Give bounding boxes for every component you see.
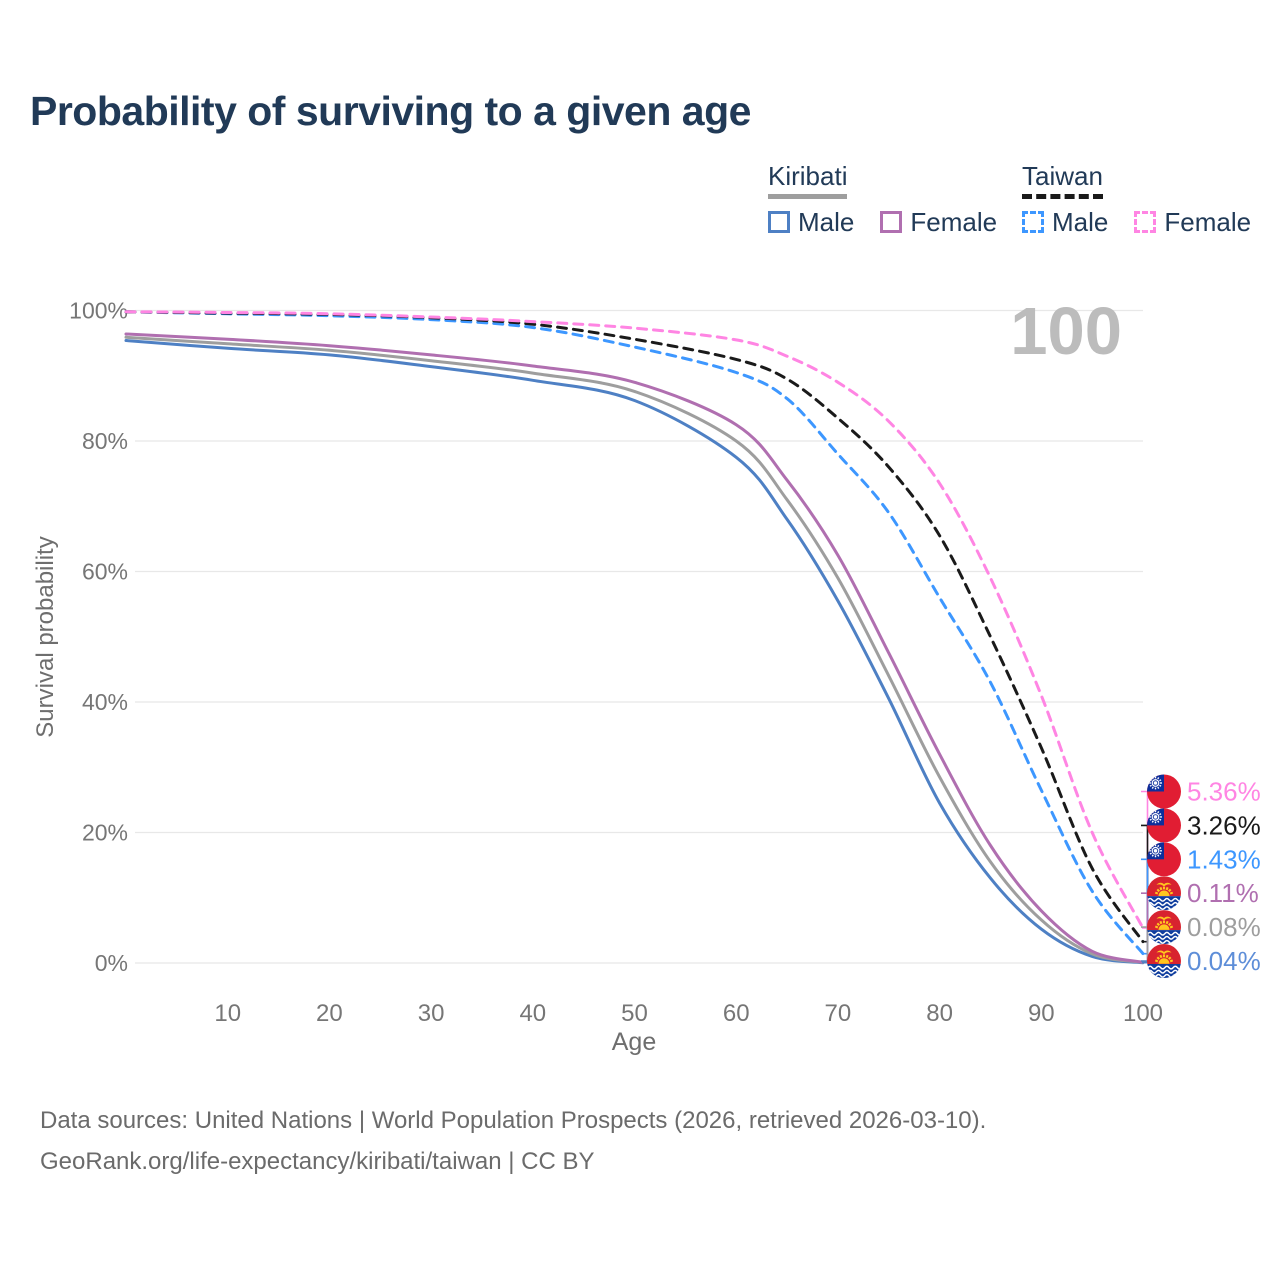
x-axis-title: Age xyxy=(611,1028,657,1056)
legend-label: Female xyxy=(1164,206,1252,237)
curve-taiwan-female xyxy=(124,310,1145,930)
legend-group-kiribati: Kiribati Male Female xyxy=(768,162,997,238)
curve-kiribati-female xyxy=(124,332,1145,964)
x-tick-label: 40 xyxy=(519,1000,546,1027)
end-value-label: 1.43% xyxy=(1187,844,1261,874)
end-value-label: 0.11% xyxy=(1187,878,1259,908)
end-connector xyxy=(1141,858,1149,955)
legend-group-taiwan: Taiwan Male Female xyxy=(1022,162,1251,238)
age-counter-watermark: 100 xyxy=(1010,294,1122,369)
y-tick-label: 60% xyxy=(82,559,128,585)
x-tick-label: 60 xyxy=(723,1000,750,1027)
page-title: Probability of surviving to a given age xyxy=(30,88,751,134)
legend-country-taiwan: Taiwan xyxy=(1022,162,1103,199)
curve-kiribati-male xyxy=(124,339,1145,965)
kiribati-male-swatch-icon xyxy=(768,211,790,234)
x-tick-label: 70 xyxy=(825,1000,852,1027)
end-value-label: 5.36% xyxy=(1187,777,1261,807)
kiribati-female-swatch-icon xyxy=(880,211,903,234)
y-tick-label: 80% xyxy=(82,428,128,454)
taiwan-flag-icon xyxy=(1147,842,1181,876)
legend-item-taiwan-female: Female xyxy=(1134,207,1251,238)
x-tick-label: 30 xyxy=(418,1000,445,1027)
x-tick-label: 80 xyxy=(926,1000,953,1027)
legend-label: Male xyxy=(1052,206,1109,237)
curve-kiribati xyxy=(124,335,1145,964)
x-tick-label: 10 xyxy=(214,1000,241,1027)
y-tick-label: 100% xyxy=(69,298,128,324)
taiwan-flag-icon xyxy=(1147,808,1181,842)
kiribati-flag-icon xyxy=(1147,944,1182,978)
kiribati-flag-icon xyxy=(1147,876,1182,910)
y-tick-label: 0% xyxy=(95,950,128,976)
legend-country-kiribati: Kiribati xyxy=(768,162,848,199)
x-tick-label: 90 xyxy=(1028,1000,1055,1027)
legend-item-kiribati-male: Male xyxy=(768,207,854,238)
taiwan-male-swatch-icon xyxy=(1022,211,1044,234)
legend-label: Male xyxy=(798,206,855,237)
x-tick-label: 50 xyxy=(621,1000,648,1027)
end-value-label: 0.04% xyxy=(1187,946,1261,976)
taiwan-flag-icon xyxy=(1147,775,1181,809)
footer-data-sources: Data sources: United Nations | World Pop… xyxy=(40,1107,987,1134)
legend-label: Female xyxy=(910,206,998,237)
taiwan-female-swatch-icon xyxy=(1134,211,1157,234)
y-tick-label: 40% xyxy=(82,689,128,715)
legend-item-taiwan-male: Male xyxy=(1022,207,1108,238)
x-tick-label: 20 xyxy=(316,1000,343,1027)
kiribati-flag-icon xyxy=(1147,910,1182,944)
curve-taiwan-male xyxy=(124,310,1145,956)
end-value-label: 3.26% xyxy=(1187,810,1261,840)
legend-item-kiribati-female: Female xyxy=(880,207,997,238)
footer: Data sources: United Nations | World Pop… xyxy=(40,1100,986,1183)
y-tick-label: 20% xyxy=(82,820,128,846)
end-connector xyxy=(1141,926,1149,964)
end-value-label: 0.08% xyxy=(1187,912,1261,942)
x-tick-label: 100 xyxy=(1123,1000,1163,1027)
y-axis-title: Survival probability xyxy=(32,536,59,738)
footer-attribution: GeoRank.org/life-expectancy/kiribati/tai… xyxy=(40,1148,595,1176)
